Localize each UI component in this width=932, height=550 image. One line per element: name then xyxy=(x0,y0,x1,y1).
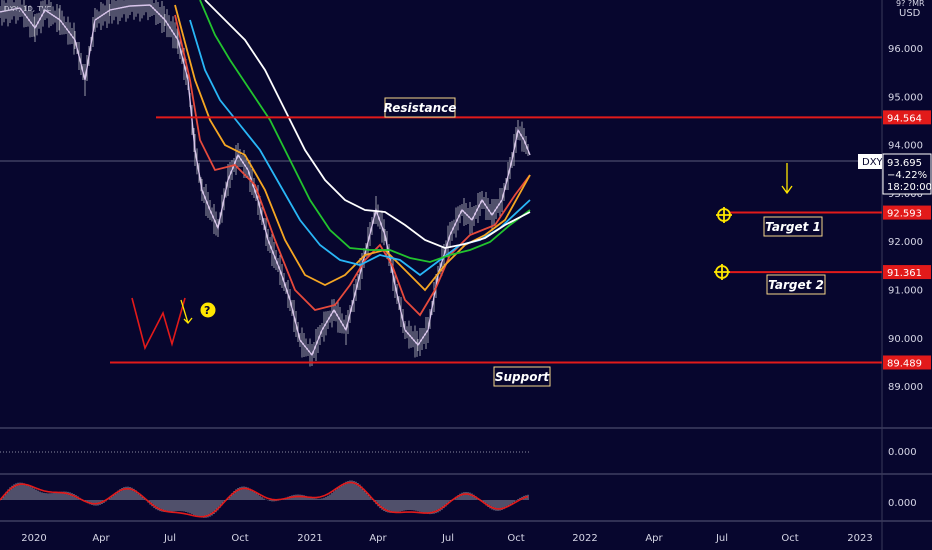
y-tick-label: 92.000 xyxy=(888,237,923,248)
x-tick-label: 2021 xyxy=(297,533,322,544)
y-tick-label: 94.000 xyxy=(888,141,923,152)
x-tick-label: 2020 xyxy=(21,533,46,544)
oscillator-signal-line xyxy=(0,481,529,518)
current-price-box xyxy=(882,153,932,195)
y-tick-label: 89.000 xyxy=(888,382,923,393)
symbol-label: DXY, 1D, TVC xyxy=(4,5,51,13)
level-name-box xyxy=(763,216,823,237)
down-arrow-icon xyxy=(180,299,193,324)
x-tick-label: Oct xyxy=(507,533,524,544)
oscillator-histogram xyxy=(0,480,529,518)
current-time: 18:20:00 xyxy=(887,182,932,193)
x-tick-label: 2022 xyxy=(572,533,597,544)
osc-tick: 0.000 xyxy=(888,498,917,509)
level-price-label: 94.564 xyxy=(887,113,922,124)
level-price-tag xyxy=(883,265,931,280)
current-symbol: DXY xyxy=(862,157,884,168)
y-tick-label: 95.000 xyxy=(888,92,923,103)
target-arrow-icon xyxy=(781,163,793,195)
level-price-label: 92.593 xyxy=(887,209,922,220)
level-name-box xyxy=(766,274,826,295)
level-price-tag xyxy=(883,355,931,370)
target-2-marker-icon xyxy=(714,264,730,280)
level-name-label: Target 1 xyxy=(765,220,821,234)
y-tick-label: 90.000 xyxy=(888,334,923,345)
levels: 94.564 Resistance 92.593 Target 1 91.361 Targ… xyxy=(110,97,931,387)
question-icon xyxy=(200,302,216,318)
moving-average-line xyxy=(174,4,531,292)
current-price: 93.695 xyxy=(887,158,922,169)
y-tick-label: 91.000 xyxy=(888,286,923,297)
x-tick-label: Apr xyxy=(92,533,110,544)
x-tick-label: Jul xyxy=(715,533,728,544)
current-symbol-box xyxy=(858,154,882,169)
level-price-label: 91.361 xyxy=(887,268,922,279)
level-name-box xyxy=(493,366,551,387)
w-pattern-drawing xyxy=(131,297,186,351)
price-series xyxy=(0,0,531,367)
x-tick-label: Apr xyxy=(369,533,387,544)
moving-average-line xyxy=(189,19,531,277)
level-price-tag xyxy=(883,110,931,125)
x-tick-label: Jul xyxy=(163,533,176,544)
x-tick-label: Apr xyxy=(645,533,663,544)
question-mark: ? xyxy=(204,304,210,317)
price-line xyxy=(0,4,531,357)
level-name-label: Support xyxy=(495,370,551,384)
target-1-marker-icon xyxy=(716,207,732,223)
level-name-box xyxy=(384,97,456,118)
level-name-label: Target 2 xyxy=(768,278,824,292)
level-price-tag xyxy=(883,205,931,220)
x-tick-label: Oct xyxy=(231,533,248,544)
x-tick-label: Oct xyxy=(781,533,798,544)
osc-tick: 0.000 xyxy=(888,447,917,458)
x-axis: 2020 Apr Jul Oct 2021 Apr Jul Oct 2022 Apr Jul Oct 2… xyxy=(21,533,872,544)
level-name-label: Resistance xyxy=(384,101,457,115)
level-price-label: 89.489 xyxy=(887,358,922,369)
moving-average-line xyxy=(199,0,531,263)
currency-top: 9? ?MR xyxy=(896,0,925,8)
moving-averages xyxy=(174,0,531,317)
x-tick-label: Jul xyxy=(441,533,454,544)
current-change: −4.22% xyxy=(887,170,927,181)
moving-average-line xyxy=(204,0,531,249)
x-tick-label: 2023 xyxy=(847,533,872,544)
currency-label: USD xyxy=(899,8,921,19)
y-tick-label: 96.000 xyxy=(888,44,923,55)
